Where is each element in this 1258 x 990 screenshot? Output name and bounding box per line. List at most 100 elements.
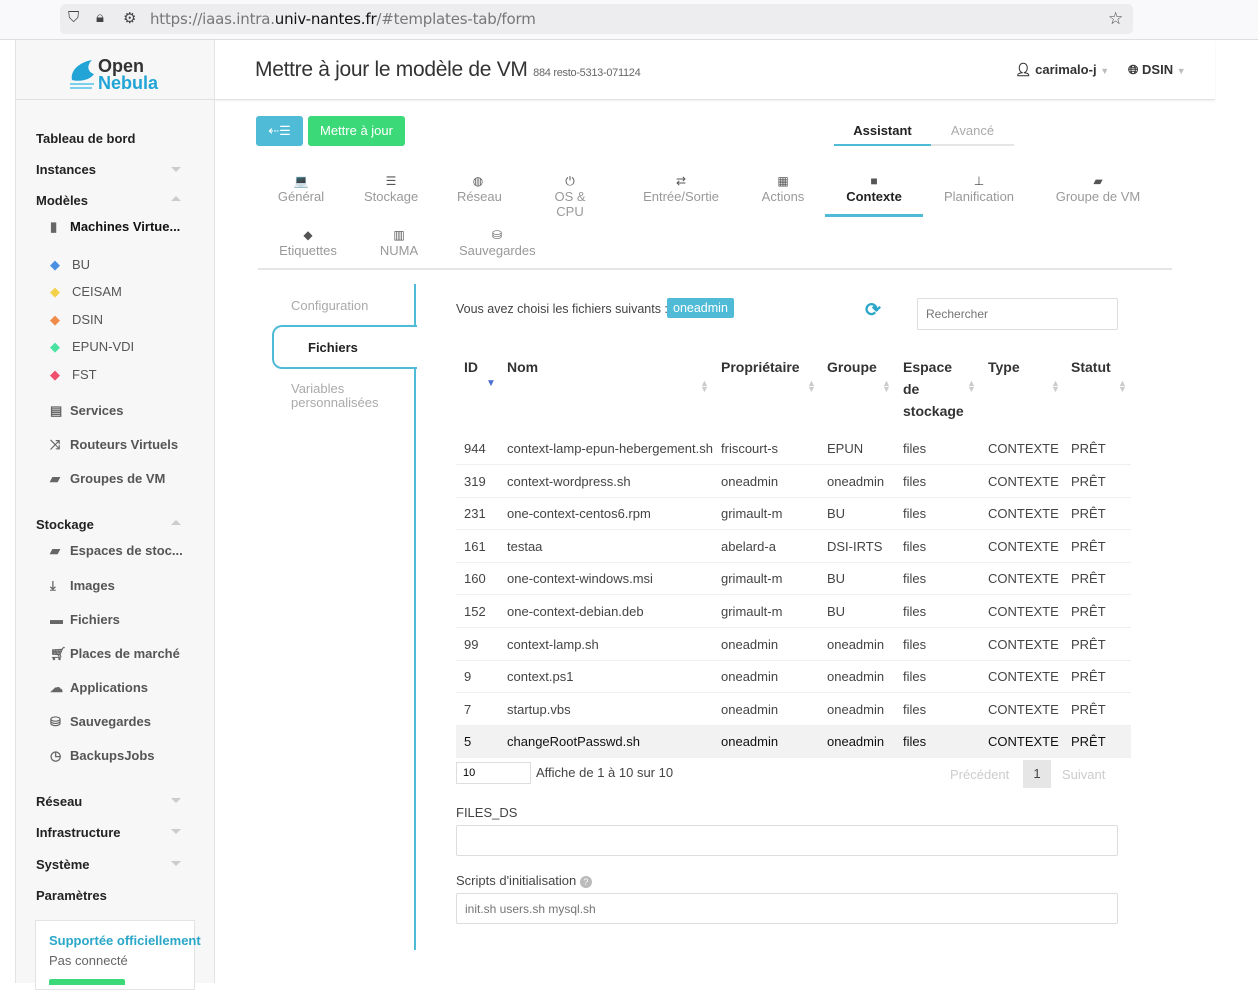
globe-icon: 🌐︎ — [1128, 62, 1139, 77]
column-header[interactable]: Propriétaire — [721, 359, 800, 375]
sidebar-item-datastores[interactable]: ▰ Espaces de stoc... — [50, 543, 183, 559]
sidebar-item-storage[interactable]: Stockage — [36, 517, 94, 532]
files-ds-input[interactable] — [456, 825, 1118, 856]
bookmark-star-icon[interactable]: ☆ — [1108, 9, 1124, 28]
table-cell: CONTEXTE — [988, 669, 1059, 685]
tab-r-seau[interactable]: ◍ Réseau — [457, 174, 502, 204]
sidebar-item-marketplaces[interactable]: 🛒︎ Places de marché — [50, 646, 180, 662]
sort-icon[interactable]: ▲ ▼ — [967, 378, 976, 394]
help-icon[interactable]: ? — [579, 876, 592, 888]
tab-actions[interactable]: ▦ Actions — [761, 174, 805, 204]
page-1-button[interactable]: 1 — [1023, 760, 1051, 788]
sidebar-item-instances[interactable]: Instances — [36, 162, 96, 177]
tab-sauvegardes[interactable]: ⛁ Sauvegardes — [459, 228, 536, 258]
opennebula-logo[interactable]: Open Nebula — [16, 40, 215, 100]
table-row[interactable]: 944 context-lamp-epun-hebergement.sh frisc… — [456, 433, 1131, 465]
column-header[interactable]: Groupe — [827, 359, 877, 375]
update-button[interactable]: Mettre à jour — [308, 116, 405, 146]
sidebar-item-images[interactable]: ⤓ Images — [50, 578, 115, 594]
tab-entr-e-sortie[interactable]: ⇄ Entrée/Sortie — [640, 174, 722, 204]
sidebar-item-vm-groups[interactable]: ▰ Groupes de VM — [50, 471, 165, 487]
table-row[interactable]: 161 testaa abelard-a DSI-IRTS files CONTEXTE P… — [456, 531, 1131, 563]
table-row[interactable]: 9 context.ps1 oneadmin oneadmin files CONTEXT… — [456, 661, 1131, 694]
tab-numa[interactable]: ▥ NUMA — [378, 228, 420, 258]
shield-icon[interactable]: ⛉ — [68, 9, 80, 26]
tab-etiquettes[interactable]: ◆ Etiquettes — [277, 228, 339, 258]
sidebar-item-apps[interactable]: ☁ Applications — [50, 680, 148, 696]
files-ds-label: FILES_DS — [456, 805, 518, 820]
next-page-button[interactable]: Suivant — [1062, 767, 1106, 782]
back-to-list-button[interactable]: ⇠☰ — [256, 116, 303, 146]
chevron-up-icon[interactable] — [171, 520, 181, 525]
sidebar-item-infrastructure[interactable]: Infrastructure — [36, 825, 121, 840]
table-row[interactable]: 152 one-context-debian.deb grimault-m BU fil… — [456, 596, 1131, 628]
mode-tab-wizard[interactable]: Assistant — [834, 123, 931, 146]
tab-stockage[interactable]: ☰ Stockage — [364, 174, 418, 204]
sort-icon[interactable]: ▲ ▼ — [700, 378, 709, 394]
column-header[interactable]: ID — [464, 359, 478, 375]
tab-os-cpu[interactable]: ⏻ OS & CPU — [539, 174, 601, 219]
sidebar-label-item[interactable]: ◆ FST — [50, 367, 97, 383]
user-menu[interactable]: 👤︎ carimalo-j ▼ — [1015, 62, 1110, 77]
sort-icon[interactable]: ▲ ▼ — [882, 378, 891, 394]
prev-page-button[interactable]: Précédent — [950, 767, 1010, 782]
tab-planification[interactable]: ⊥ Planification — [942, 174, 1016, 204]
user-icon: 👤︎ — [1015, 62, 1032, 77]
sidebar-item-system[interactable]: Système — [36, 857, 90, 872]
init-scripts-input[interactable] — [456, 893, 1118, 924]
chevron-down-icon[interactable] — [171, 798, 181, 803]
sidebar-item-virtual-routers[interactable]: ⤨ Routeurs Virtuels — [50, 437, 178, 453]
sidebar-item-backups[interactable]: ⛁ Sauvegardes — [50, 714, 151, 730]
url-text[interactable]: https://iaas.intra.univ-nantes.fr/#templ… — [150, 10, 536, 28]
sort-icon[interactable]: ▲ ▼ — [1118, 378, 1127, 394]
tab-contexte[interactable]: ■ Contexte — [845, 174, 903, 204]
sidebar-item-services[interactable]: ▤ Services — [50, 403, 124, 419]
tab-groupe-de-vm[interactable]: ▰ Groupe de VM — [1054, 174, 1142, 204]
subtab-border — [414, 284, 416, 326]
chevron-up-icon[interactable] — [171, 196, 181, 201]
permissions-icon[interactable]: ⚙ — [123, 10, 137, 27]
column-header[interactable]: Nom — [507, 359, 539, 375]
sidebar-item-vm-templates[interactable]: ▮ Machines Virtue... — [50, 219, 180, 235]
sidebar-item-network[interactable]: Réseau — [36, 794, 83, 809]
support-title[interactable]: Supportée officiellement — [49, 933, 201, 948]
tab-g-n-ral[interactable]: 💻 Général — [277, 174, 325, 204]
mode-tab-advanced[interactable]: Avancé — [931, 123, 1014, 146]
search-input[interactable] — [917, 298, 1118, 330]
table-row[interactable]: 7 startup.vbs oneadmin oneadmin files CONTEXT… — [456, 694, 1131, 726]
sidebar-item-files[interactable]: ▬ Fichiers — [50, 612, 120, 627]
page-size-select[interactable] — [456, 762, 531, 784]
selected-file-badge[interactable]: oneadmin — [667, 298, 734, 318]
chevron-down-icon[interactable] — [171, 167, 181, 172]
chevron-down-icon[interactable] — [171, 829, 181, 834]
sidebar-label-item[interactable]: ◆ BU — [50, 257, 90, 273]
table-row[interactable]: 5 changeRootPasswd.sh oneadmin oneadmin file… — [456, 726, 1131, 759]
sidebar-item-dashboard[interactable]: Tableau de bord — [36, 131, 136, 146]
sidebar-item-templates[interactable]: Modèles — [36, 193, 89, 208]
table-row[interactable]: 160 one-context-windows.msi grimault-m BU fi… — [456, 563, 1131, 596]
column-header[interactable]: Statut — [1071, 359, 1111, 375]
table-row[interactable]: 99 context-lamp.sh oneadmin oneadmin files CO… — [456, 629, 1131, 661]
lock-icon[interactable]: 🔒︎ — [96, 9, 104, 26]
subtab-files[interactable]: Fichiers — [272, 325, 417, 369]
sort-icon[interactable]: ▲ ▼ — [1051, 378, 1060, 394]
subtab-configuration[interactable]: Configuration — [291, 298, 369, 313]
sort-desc-icon[interactable]: ▼ — [486, 378, 496, 389]
support-button[interactable] — [49, 979, 125, 985]
sidebar-item-backupjobs[interactable]: ◷ BackupsJobs — [50, 748, 155, 764]
table-row[interactable]: 319 context-wordpress.sh oneadmin oneadmin f… — [456, 466, 1131, 498]
refresh-icon[interactable]: ⟳ — [865, 300, 881, 321]
table-cell: 231 — [464, 506, 486, 522]
subtab-custom-vars[interactable]: Variables personnalisées — [291, 381, 379, 410]
sort-icon[interactable]: ▲ ▼ — [807, 378, 816, 394]
column-header[interactable]: Type — [988, 359, 1020, 375]
table-row[interactable]: 231 one-context-centos6.rpm grimault-m BU fi… — [456, 498, 1131, 531]
chevron-down-icon[interactable] — [171, 861, 181, 866]
zone-menu[interactable]: 🌐︎ DSIN ▼ — [1128, 62, 1186, 77]
sidebar-label-item[interactable]: ◆ DSIN — [50, 312, 103, 328]
sidebar-item-settings[interactable]: Paramètres — [36, 888, 107, 903]
column-header[interactable]: Espace de stockage — [903, 359, 964, 419]
sidebar-label-item[interactable]: ◆ EPUN-VDI — [50, 339, 134, 355]
sidebar-label-item[interactable]: ◆ CEISAM — [50, 284, 122, 300]
address-bar[interactable] — [60, 4, 1133, 34]
